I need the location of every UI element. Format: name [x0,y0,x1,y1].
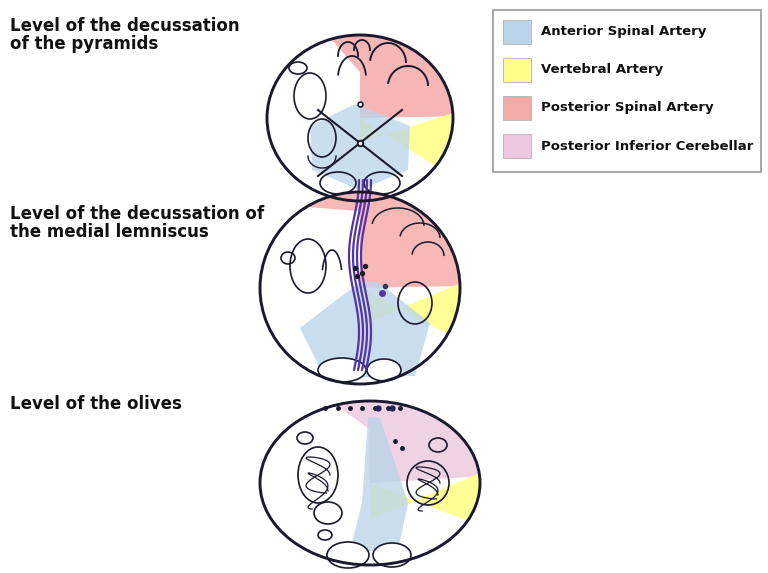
Polygon shape [360,113,453,166]
Polygon shape [310,104,410,190]
Text: Level of the olives: Level of the olives [10,395,182,413]
Polygon shape [306,192,460,288]
Polygon shape [336,401,480,483]
Polygon shape [350,417,408,551]
Text: Level of the decussation: Level of the decussation [10,17,240,35]
Polygon shape [331,35,453,118]
Ellipse shape [373,543,411,567]
Text: Posterior Inferior Cerebellar: Posterior Inferior Cerebellar [541,139,753,152]
Polygon shape [360,283,460,334]
Ellipse shape [260,192,460,384]
Ellipse shape [318,358,366,382]
Polygon shape [370,473,480,521]
FancyBboxPatch shape [493,10,761,172]
FancyBboxPatch shape [503,134,531,158]
Polygon shape [300,282,430,378]
Ellipse shape [367,359,401,381]
Text: of the pyramids: of the pyramids [10,35,158,53]
Text: Posterior Spinal Artery: Posterior Spinal Artery [541,101,713,115]
Ellipse shape [327,542,369,568]
Text: Anterior Spinal Artery: Anterior Spinal Artery [541,26,707,38]
FancyBboxPatch shape [503,58,531,82]
FancyBboxPatch shape [503,96,531,120]
Ellipse shape [260,401,480,565]
Text: Vertebral Artery: Vertebral Artery [541,64,663,77]
FancyBboxPatch shape [503,20,531,44]
Text: the medial lemniscus: the medial lemniscus [10,223,209,241]
Ellipse shape [267,35,453,201]
Text: Level of the decussation of: Level of the decussation of [10,205,264,223]
